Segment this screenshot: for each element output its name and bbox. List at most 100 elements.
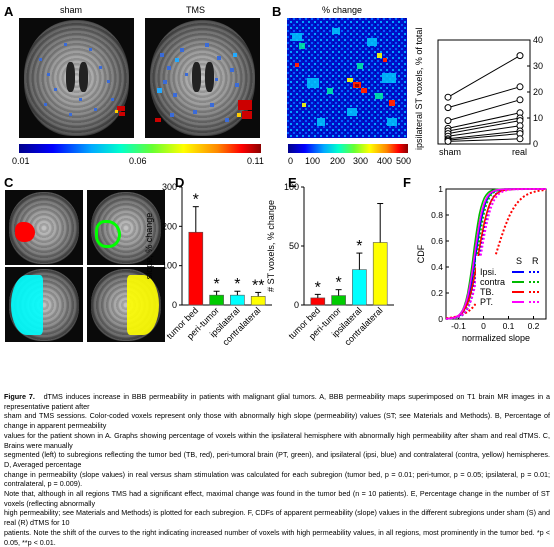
cdf-chart: 0 0.2 0.4 0.6 0.8 1 -0.1 0 0.1 0.2 normalized slop…: [416, 184, 547, 343]
y-axis-label: # ST voxels, % change: [266, 200, 276, 292]
legend-box: [476, 256, 544, 310]
x-label-real: real: [512, 147, 527, 157]
significance-star: *: [193, 192, 199, 209]
y-axis-label: slope, % change: [144, 213, 154, 280]
legend-label: PT.: [480, 297, 493, 307]
series-line: [447, 120, 521, 135]
permeability-colorbar: [19, 144, 261, 153]
series-line: [447, 130, 521, 140]
y-tick-label: 0.8: [431, 210, 443, 220]
significance-star: *: [234, 276, 240, 293]
panel-label-c: C: [4, 175, 14, 190]
st-voxels-paired-chart: 0 10 20 30 40 sham real ipsilateral ST voxels, …: [414, 28, 543, 157]
x-tick-label: 0: [481, 321, 486, 331]
real-point: [516, 96, 524, 104]
series-line: [447, 112, 521, 129]
y-tick-label: 10: [533, 113, 543, 123]
significance-star: *: [213, 276, 219, 293]
legend-header-r: R: [532, 256, 539, 266]
real-point: [516, 135, 524, 143]
significance-star: *: [315, 279, 321, 296]
caption-line-2: values for the patient shown in A. Graph…: [4, 430, 550, 450]
bar-0: [310, 297, 326, 306]
real-point: [516, 52, 524, 60]
ipsilateral-region: [11, 275, 43, 335]
series-line: [447, 99, 521, 122]
series-line: [447, 133, 521, 141]
series-line: [447, 55, 521, 98]
figure-caption: Figure 7. dTMS induces increase in BBB p…: [4, 392, 550, 547]
y-tick-label: 0.2: [431, 288, 443, 298]
y-tick-label: 50: [289, 241, 299, 251]
caption-line-1: sham and TMS sessions. Color-coded voxel…: [4, 411, 550, 431]
x-label-sham: sham: [439, 147, 461, 157]
series-line: [447, 86, 521, 109]
sham-brain-map: [19, 18, 134, 138]
caption-text-0: dTMS induces increase in BBB permeabilit…: [4, 392, 550, 411]
caption-line-3: segmented (left) to subregions reflectin…: [4, 450, 550, 469]
caption-line-5: Note that, although in all regions TMS h…: [4, 489, 550, 508]
plot-frame: [437, 39, 531, 145]
series-line: [447, 125, 521, 137]
caption-line-0: Figure 7. dTMS induces increase in BBB p…: [4, 392, 550, 411]
caption-label: Figure 7.: [4, 392, 35, 401]
pct-colorbar-tick-100: 100: [305, 156, 321, 166]
peri-tumor-region: [95, 220, 121, 248]
series-line: [447, 117, 521, 132]
colorbar-tick-high: 0.11: [247, 156, 264, 166]
significance-star: *: [335, 275, 341, 292]
pct-colorbar-tick-0: 0: [288, 156, 294, 166]
bar-2: [230, 294, 245, 306]
x-tick-label: -0.1: [451, 321, 466, 331]
y-tick-label: 40: [533, 35, 543, 45]
segmentation-brain-contra: [87, 267, 165, 342]
percent-change-map: [287, 18, 407, 138]
colorbar-tick-mid: 0.06: [129, 156, 147, 166]
y-tick-label: 200: [162, 221, 177, 231]
bar-1: [331, 295, 346, 306]
sham-point: [444, 117, 452, 125]
caption-line-4: change in permeability (slope values) in…: [4, 469, 550, 489]
sham-label: sham: [60, 5, 83, 15]
y-axis-label: CDF: [416, 244, 426, 263]
sham-point: [444, 137, 452, 145]
panel-label-b: B: [272, 4, 282, 19]
colorbar-tick-low: 0.01: [12, 156, 30, 166]
caption-line-6: high permeability; see Materials and Met…: [4, 508, 550, 528]
legend-header-s: S: [516, 256, 522, 266]
x-tick-label: 0.1: [503, 321, 515, 331]
segmentation-brain-pt: [87, 190, 165, 265]
y-tick-label: 30: [533, 61, 543, 71]
bar-3: [250, 296, 266, 306]
pct-colorbar-tick-400: 400: [377, 156, 393, 166]
tms-brain-map: [145, 18, 260, 138]
y-tick-label: 0.6: [431, 236, 443, 246]
y-tick-label: 0: [533, 139, 538, 149]
panel-label-d: D: [175, 175, 185, 190]
segmentation-panel: [5, 190, 165, 342]
y-tick-label: 300: [162, 182, 177, 192]
real-point: [516, 83, 524, 91]
tms-permeability-overlay: [155, 43, 252, 122]
caption-line-7: patients. Note the shift of the curves t…: [4, 527, 550, 547]
pt-real-curve: [445, 188, 546, 320]
panel-label-e: E: [288, 175, 297, 190]
pct-colorbar-tick-500: 500: [396, 156, 412, 166]
significance-star: **: [252, 277, 264, 294]
bar-3: [372, 242, 388, 306]
bar-1: [209, 294, 224, 306]
tms-label: TMS: [186, 5, 205, 15]
sham-point: [444, 104, 452, 112]
y-tick-label: 1: [438, 184, 443, 194]
y-axis-label: ipsilateral ST voxels, % of total: [414, 28, 424, 150]
panel-label-f: F: [403, 175, 411, 190]
significance-star: *: [356, 238, 362, 255]
pct-colorbar-tick-200: 200: [330, 156, 346, 166]
percent-change-title: % change: [322, 5, 363, 15]
segmentation-brain-tb: [5, 190, 83, 265]
legend-label: TB.: [480, 287, 494, 297]
y-tick-label: 0: [438, 314, 443, 324]
sham-point: [444, 93, 452, 101]
pct-colorbar-tick-300: 300: [353, 156, 369, 166]
